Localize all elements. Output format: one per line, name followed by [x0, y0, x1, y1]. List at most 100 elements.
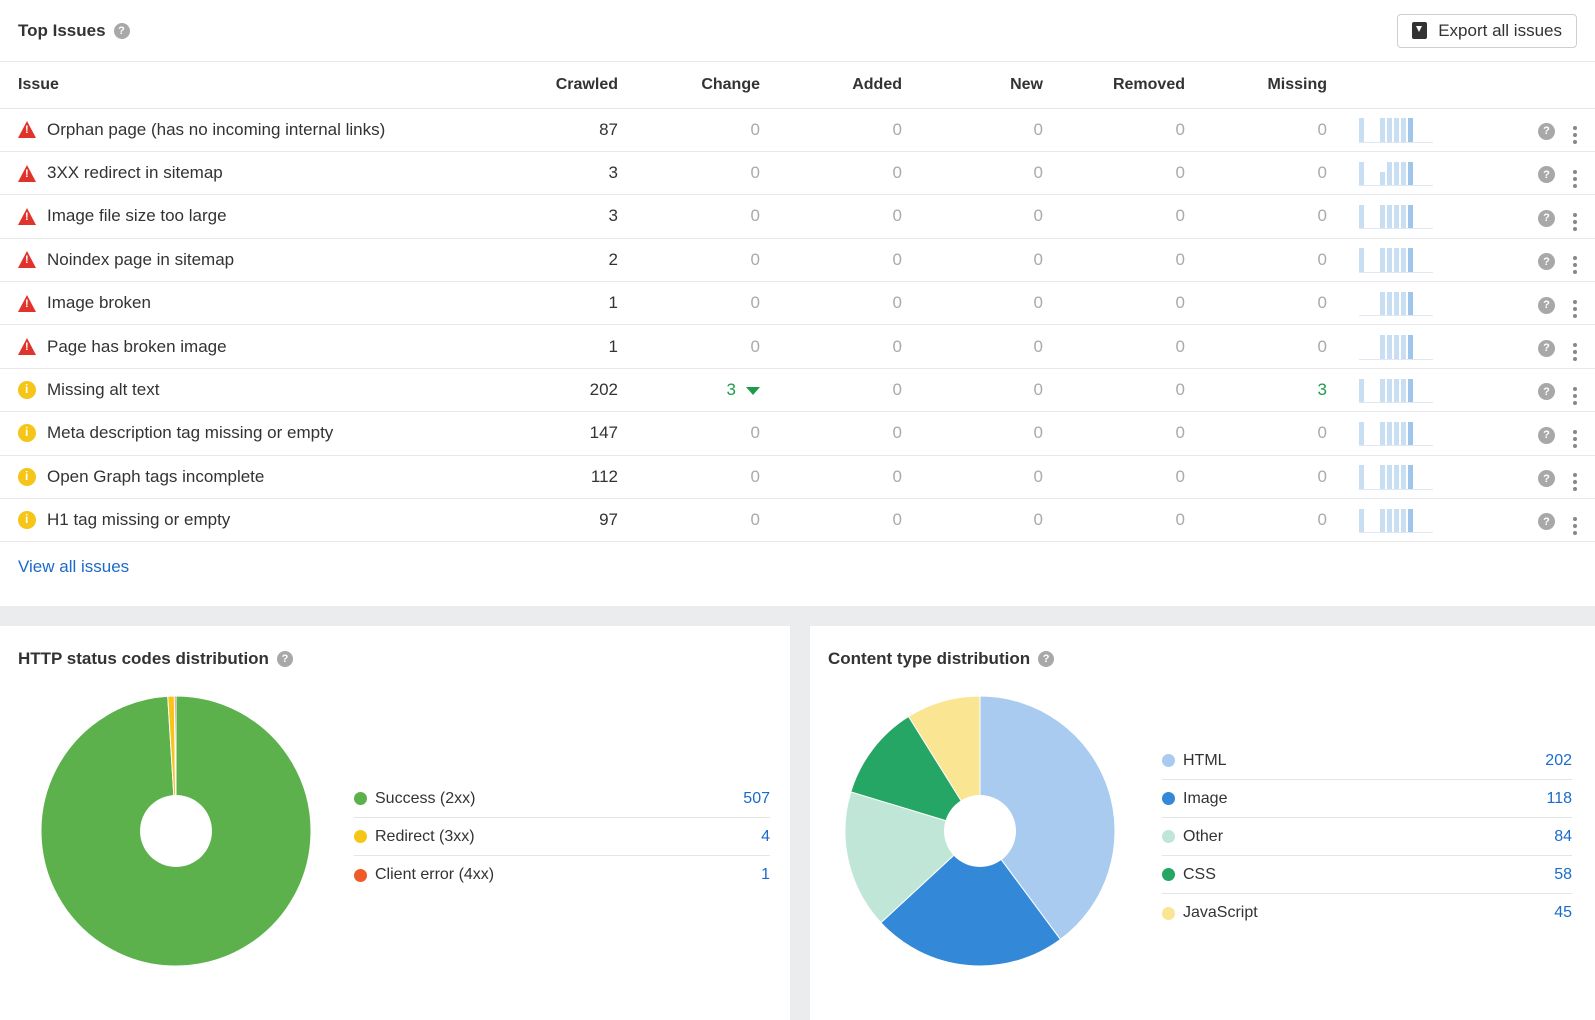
menu-cell — [1555, 368, 1595, 413]
help-icon[interactable]: ? — [1538, 383, 1555, 401]
legend-count-link[interactable]: 118 — [1546, 789, 1572, 807]
help-icon[interactable]: ? — [1538, 166, 1555, 184]
help-icon[interactable]: ? — [1538, 296, 1555, 314]
column-header-change[interactable]: Change — [618, 62, 760, 109]
issue-name[interactable]: Missing alt text — [47, 380, 160, 400]
more-options-icon[interactable] — [1573, 386, 1577, 405]
missing-cell[interactable]: 0 — [1185, 455, 1327, 500]
legend-count-link[interactable]: 4 — [761, 827, 770, 845]
more-options-icon[interactable] — [1573, 299, 1577, 318]
change-cell: 0 — [618, 281, 760, 326]
more-options-icon[interactable] — [1573, 516, 1577, 535]
legend-item-redirect-3xx: Redirect (3xx) 4 — [354, 818, 770, 856]
crawled-cell[interactable]: 147 — [500, 411, 618, 456]
more-options-icon[interactable] — [1573, 343, 1577, 362]
pie-slice-javascript[interactable] — [907, 695, 981, 833]
column-header-crawled[interactable]: Crawled — [500, 62, 618, 109]
legend-count-link[interactable]: 202 — [1545, 751, 1572, 769]
view-all-issues-link[interactable]: View all issues — [18, 557, 130, 576]
issue-name[interactable]: H1 tag missing or empty — [47, 510, 231, 530]
missing-cell[interactable]: 0 — [1185, 194, 1327, 239]
issue-name[interactable]: Image file size too large — [47, 206, 227, 226]
issue-name[interactable]: Noindex page in sitemap — [47, 249, 235, 269]
crawled-cell[interactable]: 3 — [500, 194, 618, 239]
crawled-cell[interactable]: 1 — [500, 324, 618, 369]
missing-cell[interactable]: 0 — [1185, 108, 1327, 152]
help-icon[interactable]: ? — [1538, 513, 1555, 531]
more-options-icon[interactable] — [1573, 169, 1577, 188]
more-options-icon[interactable] — [1573, 126, 1577, 145]
issue-name[interactable]: Meta description tag missing or empty — [47, 423, 334, 443]
issue-cell: H1 tag missing or empty — [0, 498, 500, 543]
missing-cell[interactable]: 0 — [1185, 324, 1327, 369]
table-row[interactable]: Meta description tag missing or empty 147… — [0, 411, 1595, 456]
trend-bar — [1394, 248, 1399, 272]
pie-slice-html[interactable] — [979, 695, 1116, 941]
column-header-issue[interactable]: Issue — [0, 62, 500, 109]
help-icon[interactable]: ? — [1538, 470, 1555, 488]
pie-slice-client-error-4xx[interactable] — [173, 695, 177, 832]
trend-bar — [1359, 205, 1364, 229]
issue-name[interactable]: Page has broken image — [47, 336, 227, 356]
column-header-new[interactable]: New — [902, 62, 1043, 109]
table-row[interactable]: Orphan page (has no incoming internal li… — [0, 108, 1595, 152]
issues-table-body: Orphan page (has no incoming internal li… — [0, 108, 1595, 543]
new-cell: 0 — [902, 281, 1043, 326]
crawled-cell[interactable]: 1 — [500, 281, 618, 326]
column-header-removed[interactable]: Removed — [1043, 62, 1185, 109]
help-icon[interactable]: ? — [1038, 651, 1055, 667]
help-icon[interactable]: ? — [1538, 426, 1555, 444]
menu-cell — [1555, 455, 1595, 500]
help-icon[interactable]: ? — [276, 651, 293, 667]
more-options-icon[interactable] — [1573, 473, 1577, 492]
crawled-cell[interactable]: 97 — [500, 498, 618, 543]
missing-cell[interactable]: 0 — [1185, 151, 1327, 196]
change-cell: 0 — [618, 108, 760, 152]
issue-name[interactable]: Orphan page (has no incoming internal li… — [47, 119, 386, 139]
help-icon[interactable]: ? — [113, 22, 130, 39]
crawled-cell[interactable]: 112 — [500, 455, 618, 500]
trend-bar — [1408, 205, 1413, 229]
issue-name[interactable]: Image broken — [47, 293, 151, 313]
legend-count-link[interactable]: 1 — [761, 866, 770, 883]
missing-cell[interactable]: 0 — [1185, 281, 1327, 326]
legend-count-link[interactable]: 45 — [1554, 904, 1572, 921]
issue-cell-content: 3XX redirect in sitemap — [18, 163, 500, 183]
help-icon[interactable]: ? — [1538, 122, 1555, 140]
crawled-cell[interactable]: 202 — [500, 368, 618, 413]
column-header-added[interactable]: Added — [760, 62, 902, 109]
issue-name[interactable]: Open Graph tags incomplete — [47, 466, 265, 486]
more-options-icon[interactable] — [1573, 212, 1577, 231]
missing-cell[interactable]: 0 — [1185, 238, 1327, 283]
more-options-icon[interactable] — [1573, 256, 1577, 275]
more-options-icon[interactable] — [1573, 429, 1577, 448]
trend-sparkline — [1359, 203, 1433, 230]
legend-count-link[interactable]: 58 — [1554, 865, 1572, 883]
export-all-issues-button[interactable]: Export all issues — [1397, 13, 1577, 48]
crawled-cell[interactable]: 3 — [500, 151, 618, 196]
pie-slice-image[interactable] — [880, 830, 1062, 967]
missing-cell[interactable]: 0 — [1185, 411, 1327, 456]
change-value: 0 — [750, 249, 760, 269]
crawled-cell[interactable]: 87 — [500, 108, 618, 152]
column-header-missing[interactable]: Missing — [1185, 62, 1327, 109]
crawled-cell[interactable]: 2 — [500, 238, 618, 283]
missing-cell[interactable]: 3 — [1185, 368, 1327, 413]
pie-slice-css[interactable] — [850, 715, 982, 832]
help-icon[interactable]: ? — [1538, 209, 1555, 227]
help-icon[interactable]: ? — [1538, 339, 1555, 357]
error-icon — [18, 338, 36, 356]
missing-cell[interactable]: 0 — [1185, 498, 1327, 543]
legend-count-link[interactable]: 507 — [743, 789, 770, 807]
legend-count-link[interactable]: 84 — [1554, 827, 1572, 845]
help-icon[interactable]: ? — [1538, 253, 1555, 271]
issue-name[interactable]: 3XX redirect in sitemap — [47, 163, 223, 183]
